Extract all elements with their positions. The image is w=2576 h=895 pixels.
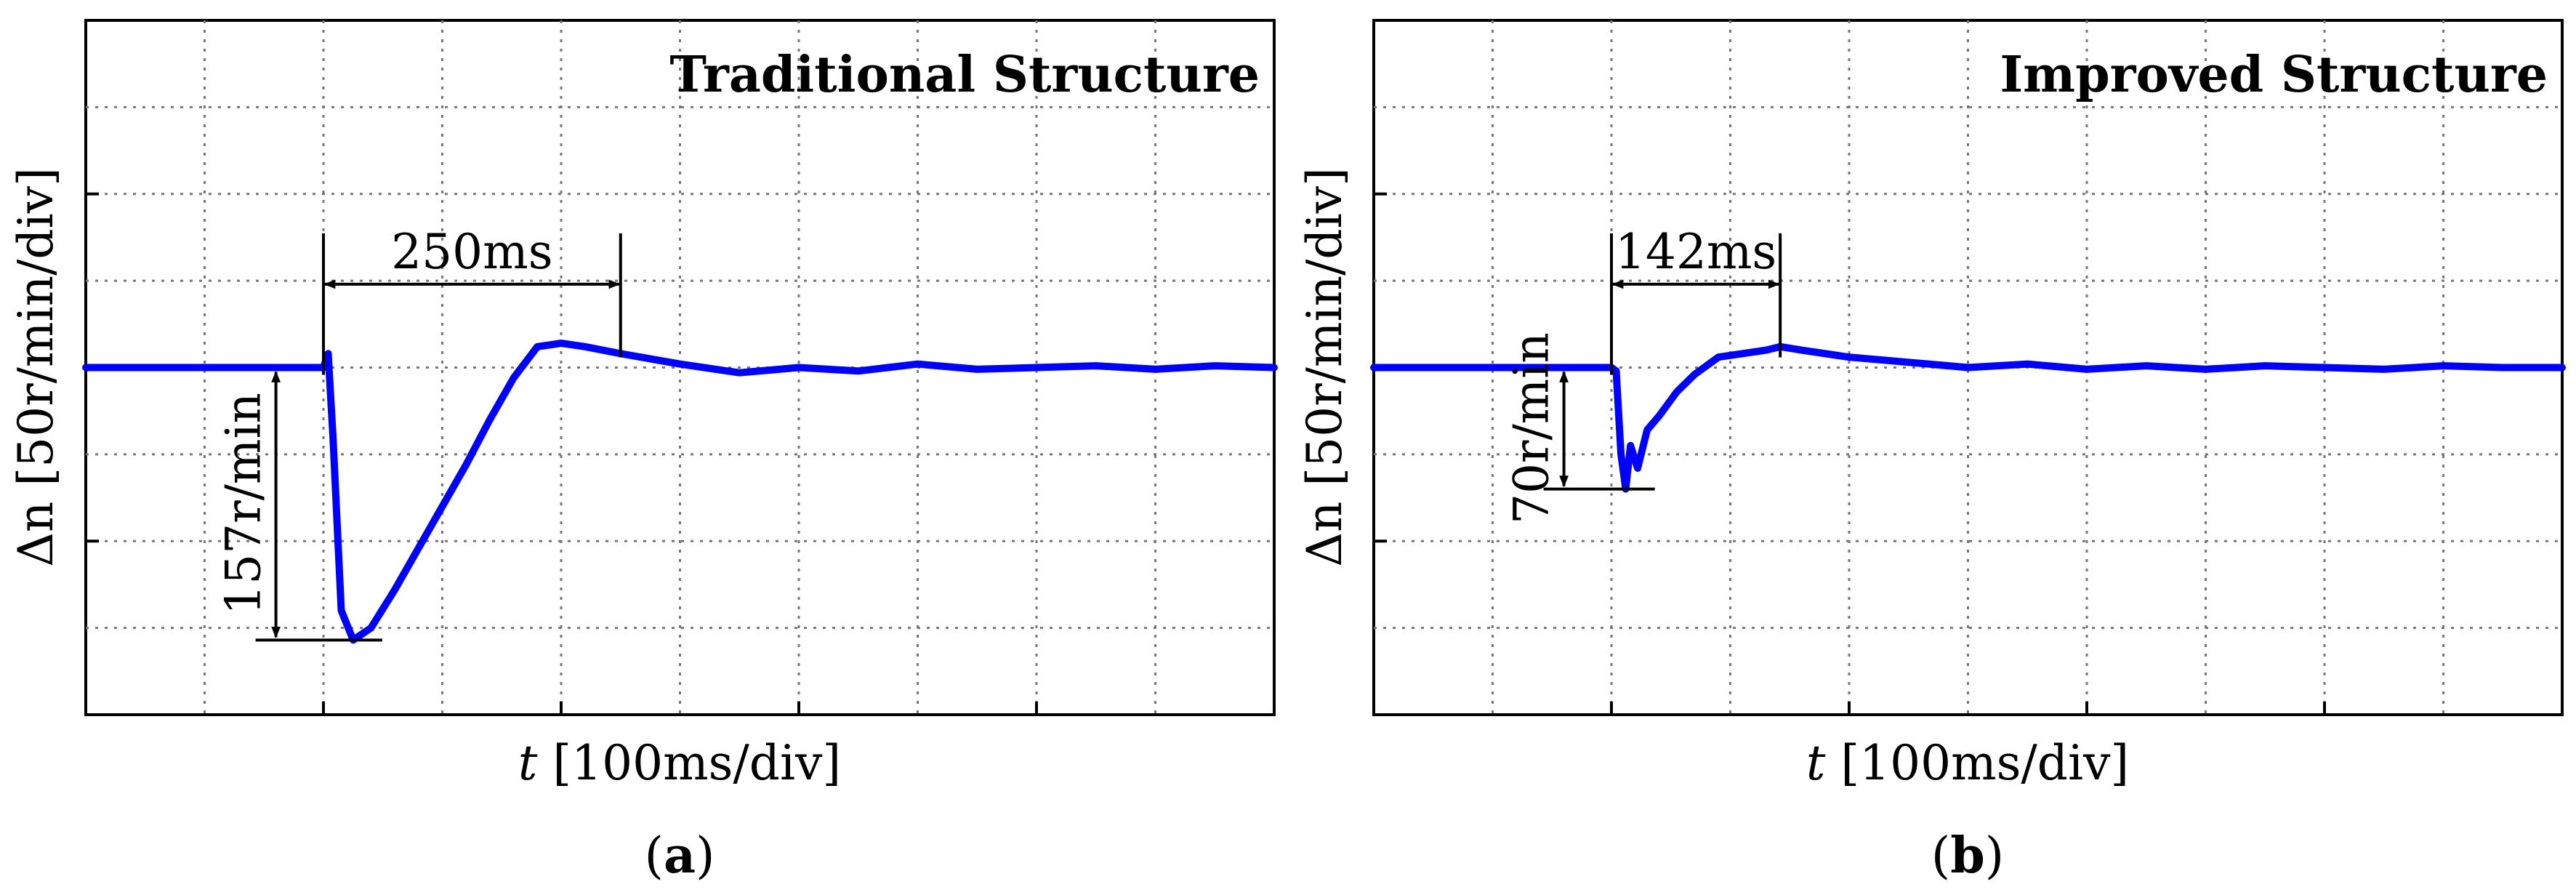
annotations-b: 70r/min 142ms	[1504, 224, 1782, 524]
series-a	[82, 340, 1278, 644]
caption-b: (b)	[1931, 827, 2005, 885]
x-axis-var-b: t	[1806, 735, 1826, 791]
panel-b: Improved Structure 70r/min 142ms t [100ms…	[1297, 19, 2566, 885]
annotations-a: 157r/min 250ms	[216, 224, 622, 642]
x-axis-unit-b: [100ms/div]	[1840, 735, 2129, 791]
x-axis-var-a: t	[518, 735, 538, 791]
y-axis-unit-a: [50r/min/div]	[8, 167, 64, 486]
panel-a: Traditional Structure 157r/min 250ms t [1…	[8, 19, 1278, 885]
y-axis-var-a: Δn	[8, 502, 64, 567]
x-axis-label-b: t [100ms/div]	[1806, 735, 2129, 791]
caption-a: (a)	[644, 827, 715, 885]
series-b	[1370, 342, 2566, 493]
series-line	[82, 340, 1278, 644]
grid-b	[1374, 20, 2562, 715]
grid-a	[86, 20, 1274, 715]
recovery-label: 250ms	[391, 224, 552, 280]
y-axis-unit-b: [50r/min/div]	[1297, 167, 1353, 486]
peak-drop-label: 157r/min	[216, 393, 272, 615]
x-axis-unit-a: [100ms/div]	[552, 735, 841, 791]
chart-title-b: Improved Structure	[2000, 46, 2548, 104]
y-axis-label-a: Δn [50r/min/div]	[8, 167, 64, 567]
chart-title-a: Traditional Structure	[669, 46, 1260, 104]
y-axis-label-b: Δn [50r/min/div]	[1297, 167, 1353, 567]
series-line	[1370, 342, 2566, 493]
peak-drop-label: 70r/min	[1504, 332, 1560, 524]
x-axis-label-a: t [100ms/div]	[518, 735, 841, 791]
recovery-label: 142ms	[1615, 224, 1776, 280]
y-axis-var-b: Δn	[1297, 502, 1353, 567]
